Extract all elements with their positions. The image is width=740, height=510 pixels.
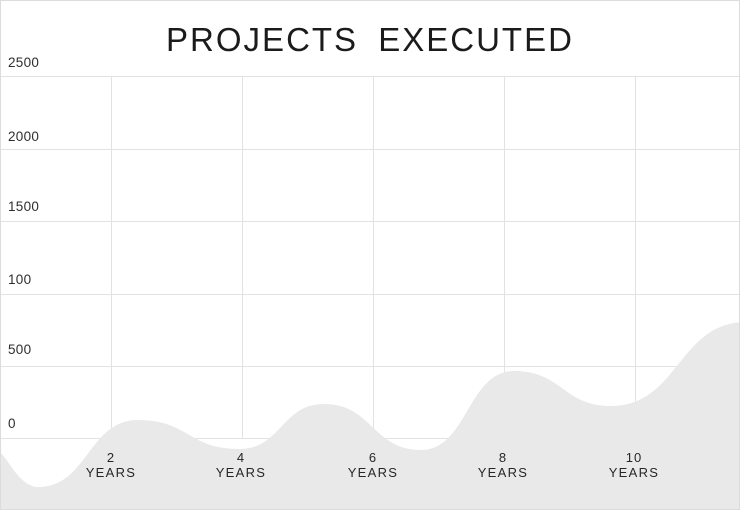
y-axis-tick: 100 bbox=[8, 272, 32, 287]
gridline-horizontal bbox=[1, 149, 739, 150]
x-tick-value: 10 bbox=[625, 450, 643, 465]
gridline-horizontal bbox=[1, 221, 739, 222]
gridline-vertical bbox=[504, 76, 505, 438]
chart-title: PROJECTS EXECUTED bbox=[166, 21, 574, 58]
x-tick-unit: YEARS bbox=[85, 465, 137, 480]
x-axis-tick: 6 YEARS bbox=[328, 450, 418, 480]
gridline-vertical bbox=[635, 76, 636, 438]
x-tick-value: 8 bbox=[498, 450, 508, 465]
y-axis-tick: 2500 bbox=[8, 55, 40, 70]
gridline-vertical bbox=[373, 76, 374, 438]
x-tick-unit: YEARS bbox=[608, 465, 660, 480]
x-tick-unit: YEARS bbox=[477, 465, 529, 480]
x-tick-value: 4 bbox=[236, 450, 246, 465]
gridline-horizontal bbox=[1, 76, 739, 77]
x-axis-tick: 10 YEARS bbox=[589, 450, 679, 480]
gridline-vertical bbox=[242, 76, 243, 438]
y-axis-tick: 1500 bbox=[8, 199, 40, 214]
y-axis-tick: 0 bbox=[8, 416, 16, 431]
x-tick-unit: YEARS bbox=[347, 465, 399, 480]
y-axis-tick: 500 bbox=[8, 342, 32, 357]
x-tick-unit: YEARS bbox=[215, 465, 267, 480]
x-tick-value: 6 bbox=[368, 450, 378, 465]
x-axis-tick: 4 YEARS bbox=[196, 450, 286, 480]
gridline-vertical bbox=[111, 76, 112, 438]
gridline-horizontal bbox=[1, 366, 739, 367]
gridline-horizontal bbox=[1, 294, 739, 295]
y-axis-tick: 2000 bbox=[8, 129, 40, 144]
x-axis-tick: 2 YEARS bbox=[66, 450, 156, 480]
x-tick-value: 2 bbox=[106, 450, 116, 465]
x-axis-tick: 8 YEARS bbox=[458, 450, 548, 480]
